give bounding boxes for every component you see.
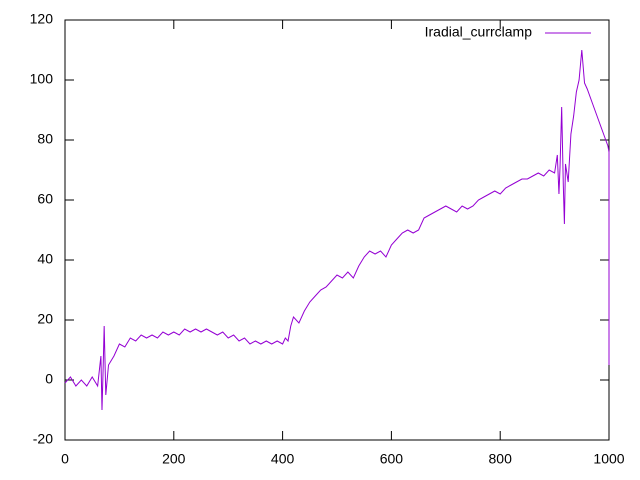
x-tick-label: 0 — [61, 451, 69, 467]
x-tick-label: 800 — [489, 451, 513, 467]
legend-label: Iradial_currclamp — [425, 24, 533, 40]
y-tick-label: 120 — [30, 11, 54, 27]
x-tick-label: 400 — [271, 451, 295, 467]
y-tick-label: 40 — [37, 251, 53, 267]
y-tick-label: 80 — [37, 131, 53, 147]
plot-frame — [64, 19, 610, 441]
y-tick-label: 20 — [37, 311, 53, 327]
y-tick-label: -20 — [33, 431, 53, 447]
y-tick-label: 100 — [30, 71, 54, 87]
x-tick-label: 600 — [380, 451, 404, 467]
y-tick-label: 0 — [45, 371, 53, 387]
series-line — [64, 49, 610, 411]
x-tick-label: 1000 — [593, 451, 624, 467]
y-tick-label: 60 — [37, 191, 53, 207]
x-tick-label: 200 — [162, 451, 186, 467]
